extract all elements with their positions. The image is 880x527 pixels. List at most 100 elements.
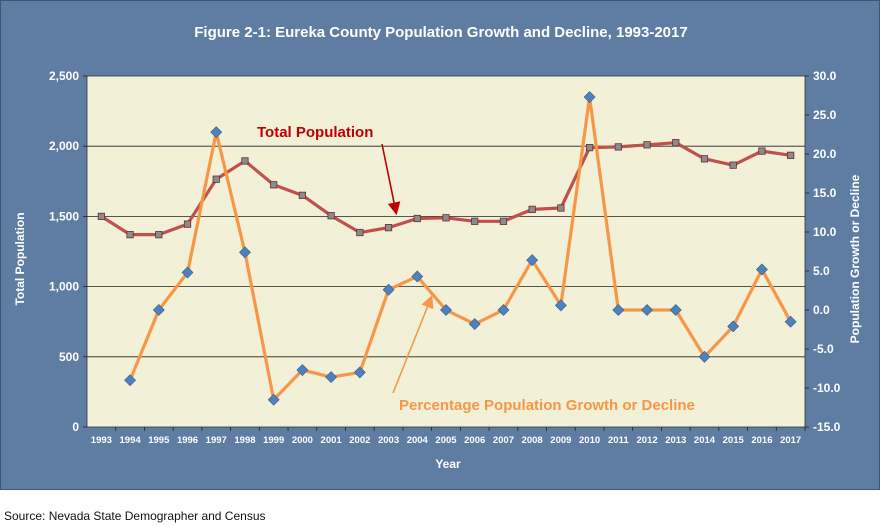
right-tick-label: 25.0: [813, 108, 837, 122]
percentage-growth-point: [353, 366, 366, 379]
total-population-point: [384, 224, 393, 232]
percentage-growth-point: [727, 320, 740, 333]
x-tick-label: 2014: [694, 435, 716, 446]
percentage-growth-point: [755, 263, 768, 276]
right-tick-label: 5.0: [813, 264, 830, 278]
x-tick-label: 2011: [608, 435, 629, 446]
x-tick-label: 1999: [263, 435, 284, 446]
total-population-point: [586, 144, 594, 152]
x-tick-label: 2015: [723, 435, 745, 446]
right-tick-label: -15.0: [813, 420, 841, 434]
percentage-growth-point: [181, 266, 194, 279]
x-tick-label: 2007: [493, 435, 514, 446]
total-population-point: [614, 143, 622, 151]
right-axis-title: Population Growth or Decline: [848, 174, 862, 343]
percentage-growth-point: [296, 364, 309, 376]
total-population-point: [356, 228, 364, 237]
percentage-growth-point: [440, 304, 452, 316]
percentage-growth-point: [411, 270, 424, 283]
percentage-growth-point: [497, 304, 510, 316]
left-tick-label: 1,000: [49, 280, 79, 294]
x-axis-title: Year: [435, 457, 461, 471]
x-tick-label: 2017: [780, 435, 801, 446]
x-tick-label: 1998: [234, 435, 255, 446]
total-population-point: [672, 139, 680, 147]
chart-svg: Figure 2-1: Eureka County Population Gro…: [13, 24, 862, 471]
percentage-growth-point: [641, 304, 653, 316]
x-tick-label: 2002: [349, 435, 370, 446]
plot-area: [86, 75, 806, 428]
total-population-point: [528, 205, 536, 213]
right-tick-label: 10.0: [813, 225, 837, 239]
right-tick-label: 15.0: [813, 186, 837, 200]
left-tick-label: 1,500: [49, 209, 79, 223]
right-tick-label: -5.0: [813, 342, 834, 356]
total-population-point: [471, 217, 479, 225]
x-tick-label: 1997: [206, 435, 227, 446]
total-population-point: [413, 214, 421, 223]
total-population-point: [787, 151, 795, 159]
total-population-point: [241, 157, 249, 165]
total-population-point: [643, 141, 651, 149]
percentage-growth-point: [267, 393, 280, 406]
total-population-point: [298, 191, 307, 199]
annotation-percentage-growth: Percentage Population Growth or Decline: [399, 397, 695, 414]
right-tick-label: 0.0: [813, 303, 830, 317]
percentage-growth-point: [382, 283, 395, 296]
percentage-growth-point: [784, 315, 797, 328]
annotations: Total Population Percentage Population Gr…: [257, 124, 695, 414]
left-axis-ticks: 0 500 1,000 1,500 2,000 2,500: [49, 69, 87, 434]
percentage-growth-point: [468, 318, 481, 330]
right-tick-label: 30.0: [813, 69, 837, 83]
source-note: Source: Nevada State Demographer and Cen…: [4, 509, 266, 523]
x-tick-label: 2016: [751, 435, 772, 446]
x-tick-label: 2012: [636, 435, 657, 446]
total-population-point: [155, 231, 163, 239]
x-tick-label: 2001: [321, 435, 343, 446]
x-tick-label: 1993: [91, 435, 112, 446]
x-tick-label: 2003: [378, 435, 399, 446]
total-population-point: [442, 214, 450, 222]
x-tick-label: 2000: [292, 435, 313, 446]
percentage-growth-point: [583, 91, 596, 103]
right-tick-label: -10.0: [813, 381, 841, 395]
total-population-point: [126, 231, 134, 239]
percentage-growth-point: [698, 350, 711, 363]
annotation-total-population: Total Population: [257, 124, 373, 141]
series-layer: [97, 91, 797, 406]
total-population-point: [183, 220, 192, 228]
percentage-growth-point: [152, 304, 165, 316]
x-tick-label: 2009: [550, 435, 571, 446]
total-population-point: [270, 181, 278, 189]
x-tick-label: 2008: [522, 435, 543, 446]
annotation-arrow-total-population: [381, 143, 401, 216]
percentage-growth-point: [554, 299, 567, 312]
percentage-growth-point: [526, 254, 539, 267]
total-population-point: [700, 155, 709, 163]
x-tick-label: 1995: [148, 435, 170, 446]
total-population-point: [212, 175, 220, 183]
right-axis-ticks: -15.0 -10.0 -5.0 0.0 5.0 10.0 15.0 20.0 25.0 30.0: [805, 69, 841, 434]
total-population-point: [97, 212, 105, 220]
percentage-growth-point: [239, 246, 251, 259]
x-tick-label: 2010: [579, 435, 600, 446]
right-tick-label: 20.0: [813, 147, 837, 161]
annotation-arrow-percentage-growth: [392, 295, 434, 394]
series-line-percentage-growth: [128, 95, 793, 402]
percentage-growth-point: [669, 304, 682, 316]
x-axis-ticks: 1993 1994 1995 1996 1997 1998 1999 2000 2001 2002…: [91, 427, 806, 446]
x-tick-label: 2004: [407, 435, 429, 446]
x-tick-label: 2013: [665, 435, 686, 446]
total-population-point: [758, 147, 766, 155]
percentage-growth-point: [124, 374, 137, 387]
chart-title: Figure 2-1: Eureka County Population Gro…: [194, 24, 687, 41]
total-population-point: [499, 217, 508, 225]
left-tick-label: 2,000: [49, 139, 79, 153]
total-population-point: [557, 204, 565, 212]
x-tick-label: 1994: [120, 435, 142, 446]
percentage-growth-point: [325, 371, 338, 384]
x-tick-label: 2005: [435, 435, 457, 446]
chart-frame: Figure 2-1: Eureka County Population Gro…: [0, 0, 880, 490]
left-tick-label: 500: [59, 350, 79, 364]
total-population-point: [729, 161, 737, 169]
